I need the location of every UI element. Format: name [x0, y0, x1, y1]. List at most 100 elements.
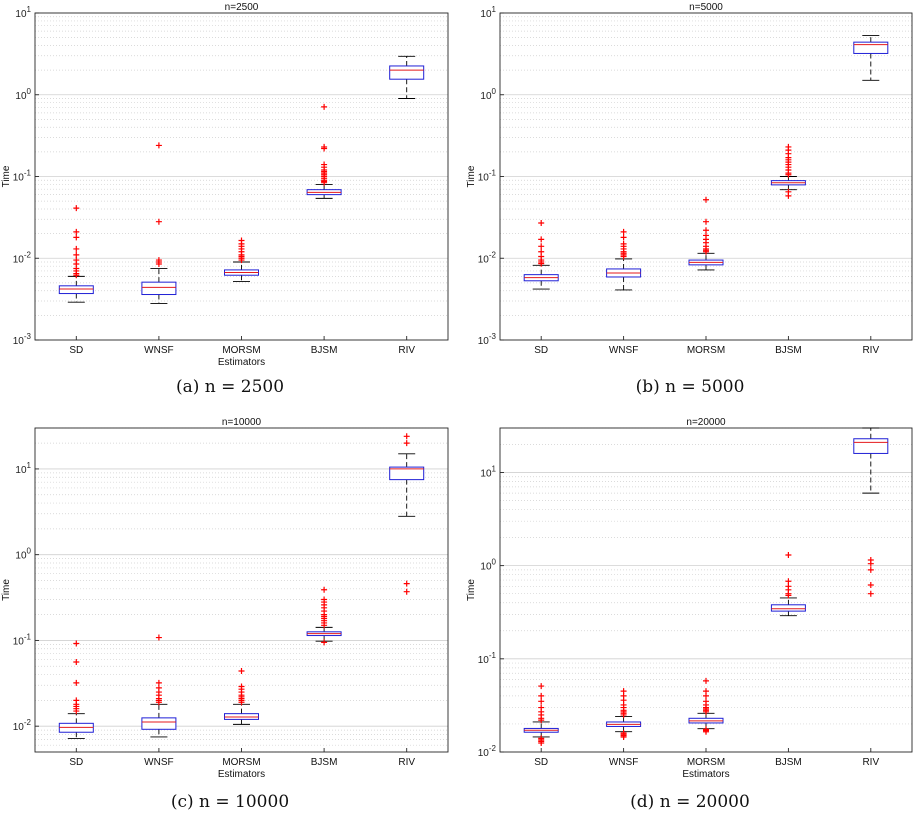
- outlier-point: [785, 192, 792, 199]
- box-morsm: [688, 196, 724, 271]
- chart-title: n=2500: [225, 2, 259, 13]
- y-tick-label: 101: [480, 5, 496, 20]
- outlier-point: [538, 219, 545, 226]
- y-tick-label: 100: [480, 87, 496, 102]
- outlier-point: [321, 622, 328, 629]
- outlier-point: [538, 243, 545, 250]
- outlier-point: [538, 683, 545, 690]
- box-wnsf: [141, 142, 177, 304]
- x-tick-label: SD: [534, 345, 548, 356]
- iqr-box: [853, 41, 889, 54]
- box-wnsf: [606, 228, 642, 291]
- outlier-point: [785, 592, 792, 599]
- chart-panel-1: 10-3 10-2 10-1 100 101 n=2500 Time SD WNSF MORSM B…: [1, 2, 449, 368]
- outlier-point: [73, 659, 80, 666]
- chart-panel-2: 10-3 10-2 10-1 100 101 n=5000 Time SD WNSF MORSM B…: [466, 2, 913, 356]
- chart-title: n=5000: [689, 2, 723, 13]
- x-tick-label: RIV: [398, 757, 415, 768]
- chart-panel-3: 10-2 10-1 100 101 n=10000 Time SD WNSF MORSM BJSM…: [1, 417, 449, 780]
- box-bjsm: [306, 586, 342, 646]
- outlier-point: [703, 692, 709, 699]
- outlier-point: [703, 248, 709, 255]
- box-sd: [523, 219, 559, 290]
- x-tick-label: WNSF: [144, 345, 173, 356]
- y-tick-label: 10-3: [13, 332, 32, 347]
- iqr-box: [141, 717, 177, 730]
- y-tick-label: 10-1: [478, 169, 497, 184]
- y-axis-label: Time: [466, 165, 477, 187]
- outlier-point: [403, 580, 410, 587]
- outlier-point: [620, 711, 627, 718]
- box-morsm: [688, 677, 724, 735]
- outlier-point: [73, 640, 80, 647]
- x-axis-label: Estimators: [218, 357, 265, 368]
- outlier-point: [73, 245, 80, 252]
- iqr-box: [389, 466, 425, 481]
- iqr-box: [141, 281, 177, 296]
- x-tick-label: RIV: [862, 345, 879, 356]
- outlier-point: [73, 251, 80, 258]
- y-tick-label: 10-1: [13, 632, 32, 647]
- y-tick-label: 101: [480, 464, 496, 479]
- caption-b: (b) n = 5000: [635, 377, 745, 397]
- outlier-point: [403, 440, 410, 447]
- outlier-point: [238, 668, 245, 675]
- iqr-box: [853, 438, 889, 454]
- outlier-point: [538, 717, 545, 724]
- iqr-box: [389, 65, 425, 80]
- y-tick-label: 10-1: [13, 169, 32, 184]
- outlier-point: [620, 234, 627, 241]
- box-bjsm: [770, 143, 806, 199]
- outlier-point: [703, 227, 709, 234]
- box-sd: [58, 205, 94, 303]
- x-tick-label: BJSM: [775, 345, 802, 356]
- outlier-point: [73, 272, 80, 279]
- outlier-point: [785, 171, 792, 178]
- box-riv: [853, 35, 889, 81]
- outlier-point: [620, 253, 627, 260]
- box-wnsf: [141, 634, 177, 738]
- x-tick-label: SD: [534, 757, 548, 768]
- box-bjsm: [770, 552, 806, 617]
- outlier-point: [538, 739, 545, 746]
- outlier-point: [620, 733, 627, 740]
- box-wnsf: [606, 688, 642, 740]
- chart-panel-4: 10-2 10-1 100 101 n=20000 Time SD WNSF MORSM BJSM…: [466, 417, 913, 780]
- y-axis-label: Time: [1, 579, 12, 601]
- outlier-point: [321, 179, 328, 186]
- y-tick-label: 10-2: [13, 250, 32, 265]
- x-tick-label: BJSM: [311, 345, 338, 356]
- outlier-point: [538, 260, 545, 267]
- outlier-point: [703, 728, 709, 735]
- caption-c: (c) n = 10000: [170, 792, 290, 812]
- outlier-point: [403, 588, 410, 595]
- x-tick-label: BJSM: [775, 757, 802, 768]
- y-axis-label: Time: [1, 165, 12, 187]
- y-tick-label: 10-2: [13, 718, 32, 733]
- outlier-point: [73, 234, 80, 241]
- x-tick-label: RIV: [398, 345, 415, 356]
- x-tick-label: MORSM: [687, 345, 725, 356]
- box-riv: [853, 427, 889, 597]
- x-tick-label: MORSM: [687, 757, 725, 768]
- box-morsm: [224, 237, 259, 282]
- outlier-point: [73, 228, 80, 235]
- outlier-point: [321, 586, 328, 593]
- x-tick-label: WNSF: [609, 757, 638, 768]
- x-tick-label: RIV: [862, 757, 879, 768]
- caption-d: (d) n = 20000: [630, 792, 750, 812]
- outlier-point: [321, 639, 328, 646]
- y-tick-label: 101: [15, 461, 31, 476]
- x-tick-label: MORSM: [222, 757, 260, 768]
- outlier-point: [867, 581, 874, 588]
- outlier-point: [155, 261, 162, 268]
- x-tick-label: WNSF: [144, 757, 173, 768]
- outlier-point: [73, 679, 80, 686]
- outlier-point: [321, 103, 328, 110]
- y-tick-label: 10-1: [478, 651, 497, 666]
- x-tick-label: MORSM: [222, 345, 260, 356]
- outlier-point: [73, 708, 80, 715]
- outlier-point: [785, 552, 792, 559]
- outlier-point: [73, 205, 80, 212]
